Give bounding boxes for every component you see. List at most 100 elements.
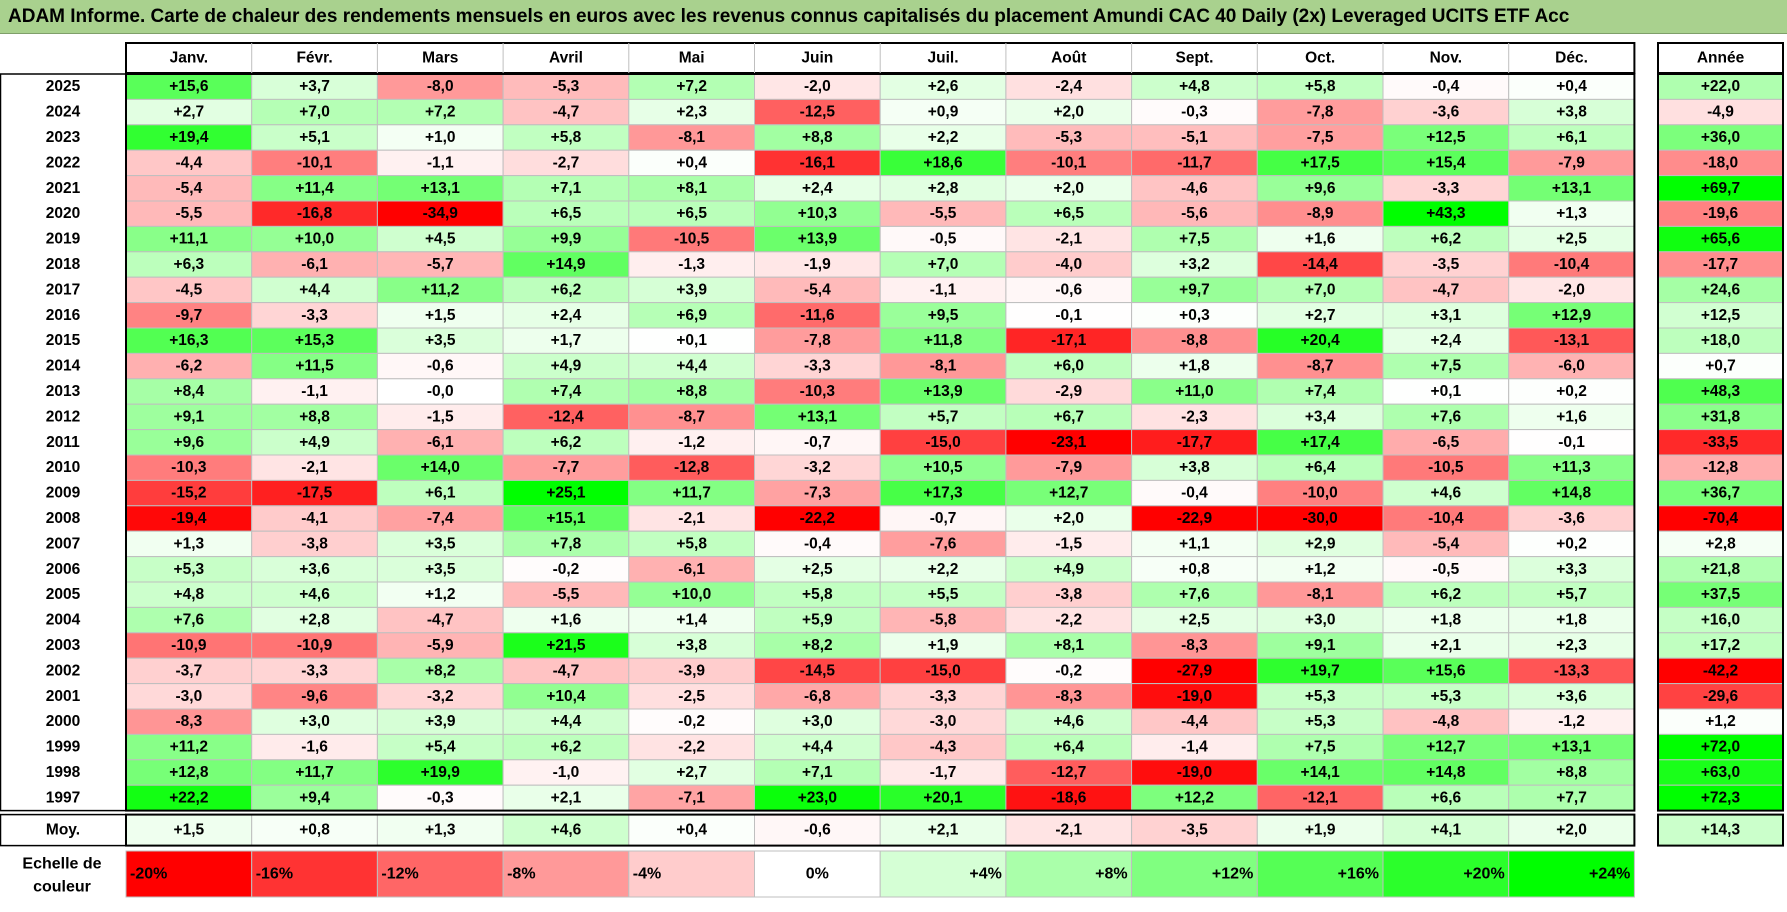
cell-value: +3,1 <box>1431 307 1462 324</box>
cell-value: +1,2 <box>425 586 456 603</box>
cell-value: -22,9 <box>1177 510 1213 527</box>
cell-value: +7,2 <box>425 104 456 121</box>
heatmap-cell <box>376 175 504 202</box>
heatmap-cell <box>376 225 504 253</box>
cell-value: -8,3 <box>1181 637 1208 654</box>
cell-value: -0,4 <box>1432 78 1459 95</box>
scale-swatch <box>502 850 630 898</box>
heatmap-cell <box>251 175 378 202</box>
heatmap-cell <box>1508 98 1635 126</box>
average-value: -3,5 <box>1181 822 1208 839</box>
column-header-2: Févr. <box>296 50 332 67</box>
cell-value: -0,2 <box>678 713 705 730</box>
cell-value: -8,9 <box>1307 205 1334 222</box>
column-header-10: Oct. <box>1305 50 1335 67</box>
heatmap-cell <box>879 124 1007 151</box>
heatmap-cell <box>628 378 755 405</box>
cell-value: +2,0 <box>1053 510 1084 527</box>
heatmap-cell <box>502 73 630 100</box>
heatmap-cell <box>1508 657 1635 685</box>
cell-value: +14,8 <box>1552 485 1592 502</box>
heatmap-cell <box>1005 149 1133 177</box>
heatmap-cell <box>1131 657 1258 685</box>
cell-value: -1,6 <box>301 739 328 756</box>
heatmap-cell <box>251 352 378 380</box>
average-value: +2,0 <box>1556 822 1587 839</box>
heatmap-cell <box>754 276 881 304</box>
cell-value: -3,0 <box>175 688 202 705</box>
cell-value: +17,3 <box>923 485 963 502</box>
heatmap-cell <box>502 276 630 304</box>
row-year-label: 2005 <box>46 586 81 603</box>
cell-value: +8,2 <box>425 662 456 679</box>
cell-value: +6,9 <box>676 307 707 324</box>
heatmap-cell <box>754 149 881 177</box>
heatmap-cell <box>376 530 504 558</box>
cell-value: -7,5 <box>1307 129 1334 146</box>
cell-value: -13,1 <box>1554 332 1590 349</box>
cell-value: -1,5 <box>427 408 454 425</box>
cell-value: +4,8 <box>174 586 205 603</box>
cell-value: +7,6 <box>1431 408 1462 425</box>
heatmap-cell <box>251 276 378 304</box>
cell-value: -0,1 <box>1055 307 1082 324</box>
cell-value: +0,1 <box>1431 383 1462 400</box>
cell-value: -5,5 <box>175 205 202 222</box>
cell-value: -0,6 <box>1055 281 1082 298</box>
cell-value: -5,3 <box>1055 129 1082 146</box>
cell-value: +2,6 <box>928 78 959 95</box>
heatmap-cell <box>754 454 881 481</box>
cell-value: +3,8 <box>1556 104 1587 121</box>
cell-value: -19,0 <box>1177 764 1212 781</box>
heatmap-cell <box>1256 733 1384 761</box>
cell-value: +4,6 <box>299 586 330 603</box>
heatmap-cell <box>628 505 755 532</box>
annual-value: -4,9 <box>1707 104 1734 121</box>
scale-label: +16% <box>1338 866 1379 883</box>
cell-value: -1,4 <box>1181 739 1208 756</box>
heatmap-cell <box>1508 479 1635 507</box>
cell-value: +15,6 <box>169 78 209 95</box>
cell-value: -8,7 <box>678 408 705 425</box>
heatmap-cell <box>879 784 1007 812</box>
cell-value: -6,1 <box>301 256 328 273</box>
cell-value: +2,4 <box>802 180 833 197</box>
cell-value: -3,3 <box>804 358 831 375</box>
cell-value: +6,7 <box>1053 408 1084 425</box>
cell-value: -3,9 <box>678 662 705 679</box>
cell-value: -3,3 <box>301 307 328 324</box>
cell-value: +10,4 <box>546 688 586 705</box>
heatmap-cell <box>1256 225 1384 253</box>
annual-value: +0,7 <box>1705 358 1736 375</box>
heatmap-cell <box>125 352 253 380</box>
cell-value: +14,0 <box>421 459 460 476</box>
cell-value: -10,1 <box>1051 154 1087 171</box>
annual-frame <box>1657 73 1784 812</box>
heatmap-cell <box>1382 327 1510 354</box>
cell-value: +15,4 <box>1426 154 1466 171</box>
heatmap-cell <box>1256 784 1384 812</box>
heatmap-cell <box>251 708 378 735</box>
cell-value: -18,6 <box>1051 789 1087 806</box>
cell-value: +3,6 <box>1556 688 1587 705</box>
heatmap-cell <box>1508 454 1635 481</box>
row-year-label: 2015 <box>46 332 81 349</box>
heatmap-cell <box>1382 556 1510 583</box>
cell-value: +8,8 <box>299 408 330 425</box>
cell-value: +4,5 <box>425 231 456 248</box>
heatmap-cell <box>251 733 378 761</box>
cell-value: +3,0 <box>1305 612 1336 629</box>
cell-value: -2,3 <box>1181 408 1208 425</box>
cell-value: -2,4 <box>1055 78 1082 95</box>
cell-value: -0,7 <box>930 510 957 527</box>
cell-value: +5,3 <box>1305 713 1336 730</box>
heatmap-cell <box>251 657 378 685</box>
cell-value: +12,5 <box>1426 129 1466 146</box>
heatmap-cell <box>502 225 630 253</box>
cell-value: +8,2 <box>802 637 833 654</box>
heatmap-cell <box>1005 429 1133 456</box>
cell-value: +6,2 <box>1431 231 1462 248</box>
cell-value: +11,7 <box>295 764 333 781</box>
cell-value: -0,6 <box>427 358 454 375</box>
cell-value: -4,5 <box>175 281 202 298</box>
